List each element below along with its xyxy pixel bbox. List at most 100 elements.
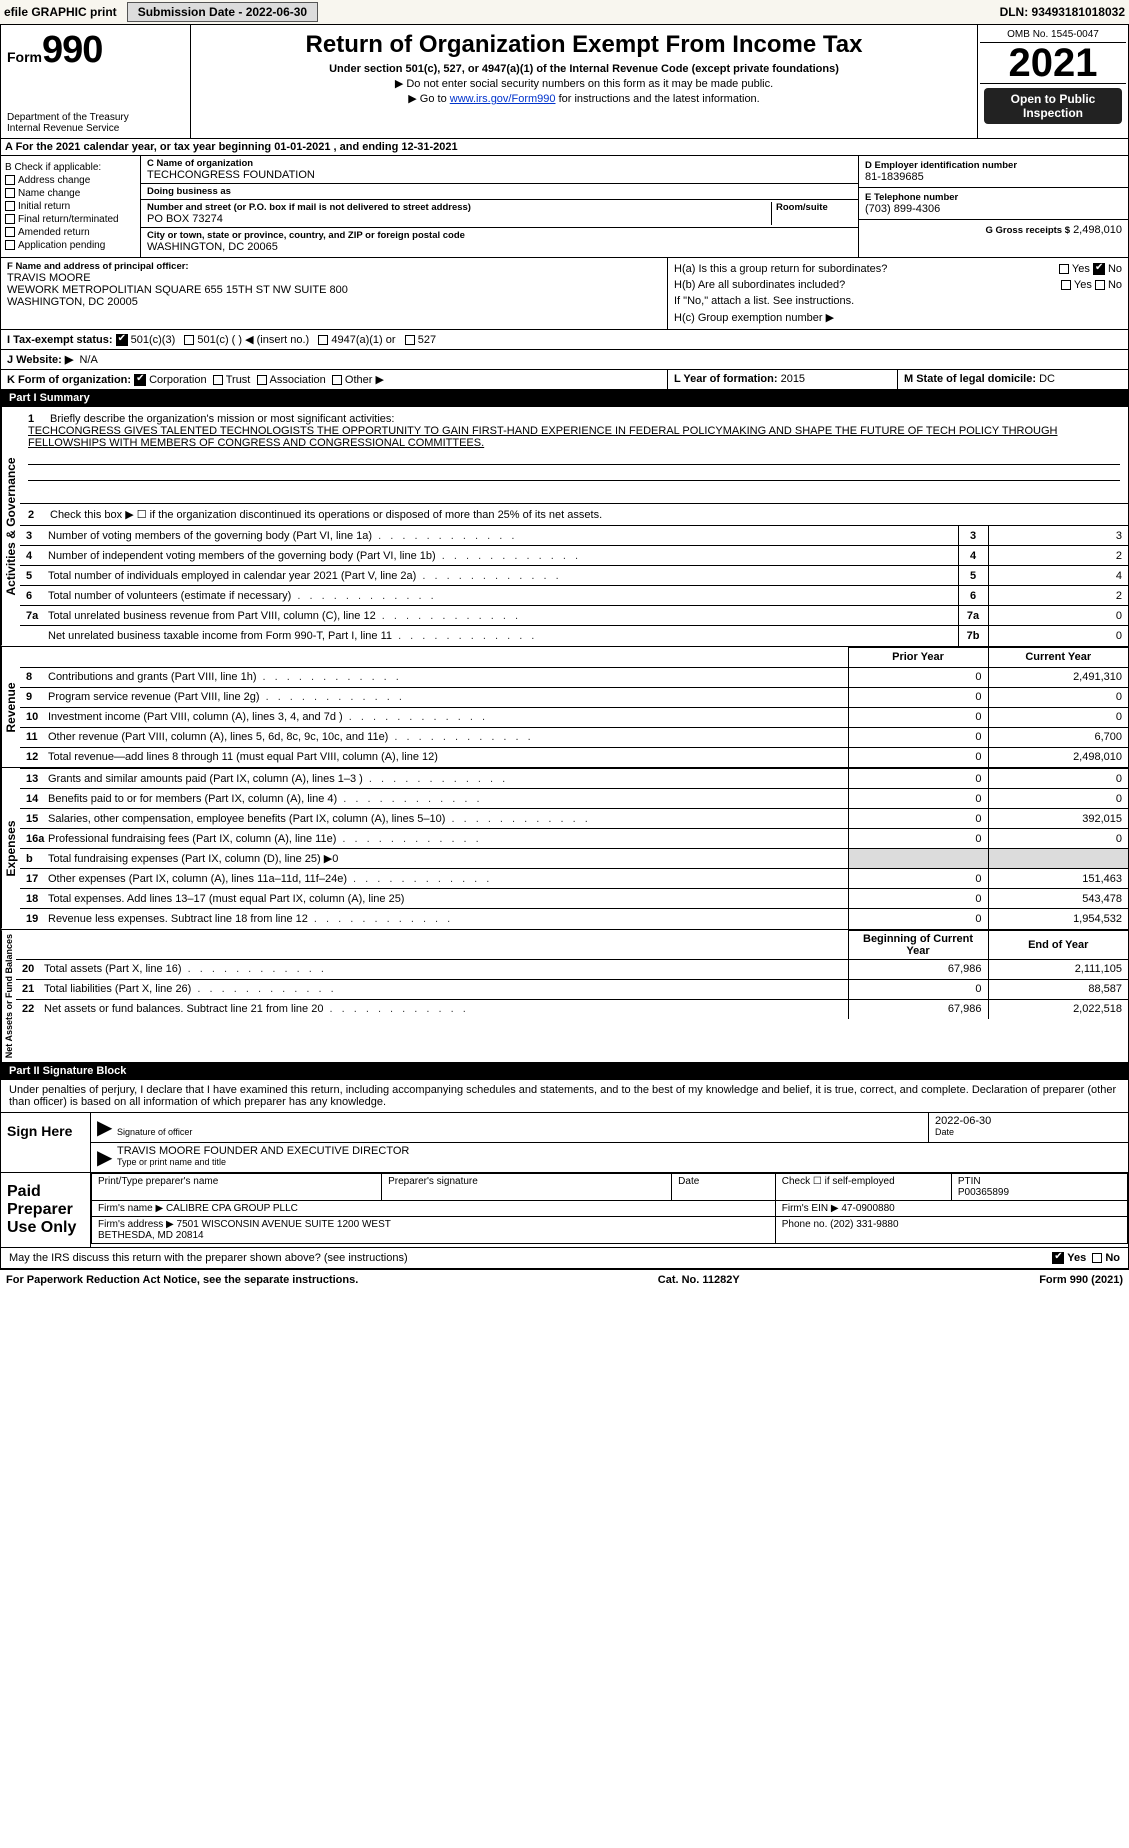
addr-label: Number and street (or P.O. box if mail i… (147, 202, 771, 213)
opt-final-return[interactable]: Final return/terminated (5, 214, 136, 225)
line-a: A For the 2021 calendar year, or tax yea… (0, 139, 1129, 156)
dept-irs: Internal Revenue Service (7, 123, 184, 134)
opt-address-change[interactable]: Address change (5, 175, 136, 186)
efile-topbar: efile GRAPHIC print Submission Date - 20… (0, 0, 1129, 25)
m-value: DC (1039, 373, 1055, 385)
phone-label: E Telephone number (865, 192, 1122, 203)
dept-treasury: Department of the Treasury (7, 112, 184, 123)
sig-officer-label: Signature of officer (117, 1127, 922, 1137)
hdr-beg: Beginning of Current Year (848, 930, 988, 959)
k-corp[interactable] (134, 374, 146, 386)
perjury-declaration: Under penalties of perjury, I declare th… (1, 1080, 1128, 1113)
org-name: TECHCONGRESS FOUNDATION (147, 169, 852, 181)
phone-value: (703) 899-4306 (865, 203, 1122, 215)
hdr-curr: Current Year (988, 647, 1128, 667)
i-501c[interactable] (184, 335, 194, 345)
ssn-note: ▶ Do not enter social security numbers o… (201, 77, 967, 90)
hdr-end: End of Year (988, 930, 1128, 959)
hb-no[interactable] (1095, 280, 1105, 290)
arrow-icon: ▶ (91, 1113, 111, 1142)
city-label: City or town, state or province, country… (147, 230, 852, 241)
row-22: 22Net assets or fund balances. Subtract … (16, 999, 1128, 1019)
row-6: 6Total number of volunteers (estimate if… (20, 586, 1128, 606)
prep-h1: Print/Type preparer's name (98, 1176, 218, 1187)
l-label: L Year of formation: (674, 373, 778, 385)
officer-printed-name: TRAVIS MOORE FOUNDER AND EXECUTIVE DIREC… (117, 1145, 1122, 1157)
k-trust[interactable] (213, 375, 223, 385)
row-15: 15Salaries, other compensation, employee… (20, 809, 1128, 829)
website-value: N/A (79, 354, 97, 366)
box-h: H(a) Is this a group return for subordin… (668, 258, 1128, 329)
sign-here-block: Sign Here ▶ Signature of officer 2022-06… (1, 1113, 1128, 1172)
form-word: Form (7, 49, 42, 65)
arrow-icon: ▶ (91, 1143, 111, 1172)
opt-amended-return[interactable]: Amended return (5, 227, 136, 238)
firm-ein-label: Firm's EIN ▶ (782, 1203, 839, 1214)
i-4947[interactable] (318, 335, 328, 345)
k-assoc[interactable] (257, 375, 267, 385)
officer-sub-label: Type or print name and title (117, 1157, 1122, 1167)
j-row: J Website: ▶ N/A (0, 350, 1129, 370)
part2-header: Part II Signature Block (0, 1063, 1129, 1080)
discuss-row: May the IRS discuss this return with the… (1, 1247, 1128, 1268)
form-header: Form990 Department of the Treasury Inter… (0, 25, 1129, 139)
ha-yes[interactable] (1059, 264, 1069, 274)
gross-value: 2,498,010 (1073, 224, 1122, 236)
page-footer: For Paperwork Reduction Act Notice, see … (0, 1269, 1129, 1290)
line-a-text: A For the 2021 calendar year, or tax yea… (5, 141, 458, 153)
ha-no[interactable] (1093, 263, 1105, 275)
preparer-table: Print/Type preparer's name Preparer's si… (91, 1173, 1128, 1244)
prep-h3: Date (678, 1176, 699, 1187)
box-b-title: B Check if applicable: (5, 162, 136, 173)
hb-yes[interactable] (1061, 280, 1071, 290)
expenses-table: 13Grants and similar amounts paid (Part … (20, 768, 1128, 929)
prep-selfemp[interactable]: Check ☐ if self-employed (782, 1176, 895, 1187)
submission-date-btn[interactable]: Submission Date - 2022-06-30 (127, 2, 318, 22)
fh-row: F Name and address of principal officer:… (0, 258, 1129, 330)
addr-value: PO BOX 73274 (147, 213, 771, 225)
opt-name-change[interactable]: Name change (5, 188, 136, 199)
ein-value: 81-1839685 (865, 171, 1122, 183)
goto-post: for instructions and the latest informat… (556, 93, 760, 105)
discuss-yes[interactable] (1052, 1252, 1064, 1264)
m-label: M State of legal domicile: (904, 373, 1036, 385)
discuss-label: May the IRS discuss this return with the… (9, 1252, 408, 1264)
i-row: I Tax-exempt status: 501(c)(3) 501(c) ( … (0, 330, 1129, 350)
side-revenue: Revenue (1, 647, 20, 768)
firm-phone-value: (202) 331-9880 (830, 1219, 898, 1230)
city-value: WASHINGTON, DC 20065 (147, 241, 852, 253)
revenue-section: Revenue Prior YearCurrent Year 8Contribu… (0, 647, 1129, 769)
row-21: 21Total liabilities (Part X, line 26)088… (16, 979, 1128, 999)
row-10: 10Investment income (Part VIII, column (… (20, 707, 1128, 727)
officer-addr1: WEWORK METROPOLITIAN SQUARE 655 15TH ST … (7, 284, 661, 296)
row-16a: 16aProfessional fundraising fees (Part I… (20, 829, 1128, 849)
k-other[interactable] (332, 375, 342, 385)
sig-date-label: Date (935, 1127, 1122, 1137)
sig-date-value: 2022-06-30 (935, 1115, 1122, 1127)
ha-label: H(a) Is this a group return for subordin… (674, 263, 887, 275)
row-16b: bTotal fundraising expenses (Part IX, co… (20, 849, 1128, 869)
form-990-big: 990 (42, 29, 102, 71)
paid-preparer-label: Paid Preparer Use Only (1, 1173, 91, 1247)
discuss-no[interactable] (1092, 1253, 1102, 1263)
firm-name-label: Firm's name ▶ (98, 1203, 163, 1214)
signature-section: Under penalties of perjury, I declare th… (0, 1080, 1129, 1269)
i-527[interactable] (405, 335, 415, 345)
opt-application-pending[interactable]: Application pending (5, 240, 136, 251)
j-label: J Website: ▶ (7, 354, 73, 366)
irs-link[interactable]: www.irs.gov/Form990 (450, 93, 556, 105)
row-9: 9Program service revenue (Part VIII, lin… (20, 687, 1128, 707)
opt-initial-return[interactable]: Initial return (5, 201, 136, 212)
dba-label: Doing business as (147, 186, 852, 197)
row-7b: Net unrelated business taxable income fr… (20, 626, 1128, 646)
row-12: 12Total revenue—add lines 8 through 11 (… (20, 747, 1128, 767)
row-5: 5Total number of individuals employed in… (20, 566, 1128, 586)
mission-block: 1Briefly describe the organization's mis… (20, 407, 1128, 504)
i-501c3[interactable] (116, 334, 128, 346)
na-hdr: Beginning of Current YearEnd of Year (16, 930, 1128, 959)
netassets-section: Net Assets or Fund Balances Beginning of… (0, 930, 1129, 1063)
tax-year: 2021 (980, 43, 1126, 84)
klm-row: K Form of organization: Corporation Trus… (0, 370, 1129, 390)
part1-header: Part I Summary (0, 390, 1129, 407)
firm-ein-value: 47-0900880 (841, 1203, 894, 1214)
